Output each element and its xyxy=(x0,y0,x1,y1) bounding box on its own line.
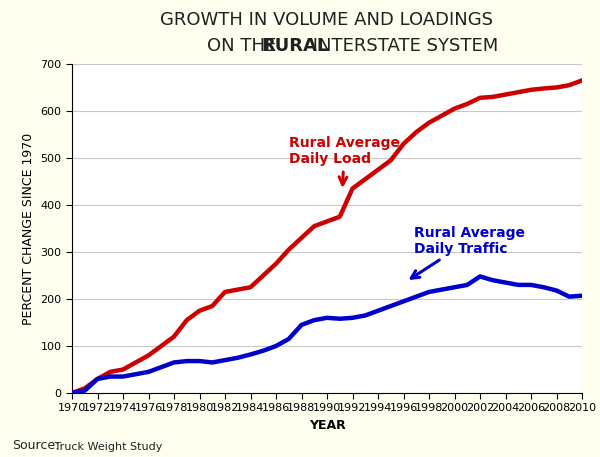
Text: Rural Average
Daily Load: Rural Average Daily Load xyxy=(289,136,400,185)
Y-axis label: PERCENT CHANGE SINCE 1970: PERCENT CHANGE SINCE 1970 xyxy=(22,133,35,324)
Text: INTERSTATE SYSTEM: INTERSTATE SYSTEM xyxy=(307,37,499,55)
Text: RURAL: RURAL xyxy=(261,37,328,55)
Text: ON THE: ON THE xyxy=(206,37,281,55)
Text: Rural Average
Daily Traffic: Rural Average Daily Traffic xyxy=(411,226,525,278)
Text: Source:: Source: xyxy=(12,439,59,452)
Text: GROWTH IN VOLUME AND LOADINGS: GROWTH IN VOLUME AND LOADINGS xyxy=(161,11,493,29)
X-axis label: YEAR: YEAR xyxy=(308,419,346,432)
Text: Truck Weight Study: Truck Weight Study xyxy=(51,441,163,452)
